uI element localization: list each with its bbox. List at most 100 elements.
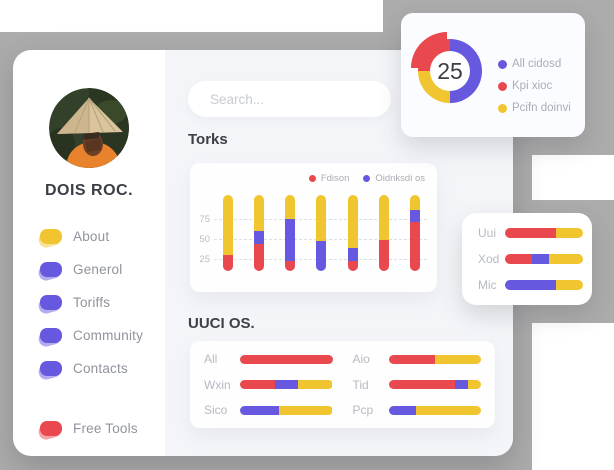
bar-row-aio: Aio	[352, 352, 481, 366]
menu-blob-icon	[36, 261, 63, 282]
bar-segment-yellow	[298, 380, 333, 389]
bar-segment-purple	[347, 248, 358, 262]
uuci-column-left: All Wxin Sico	[204, 352, 333, 417]
sidebar-item-community[interactable]: Community	[36, 325, 165, 348]
legend-label: Oidnksdi os	[375, 173, 425, 184]
bar-segment-red	[505, 254, 532, 264]
sidebar-item-label: About	[73, 228, 110, 244]
bar-segment-yellow	[416, 405, 481, 415]
legend-label: Pcifn doinvi	[512, 102, 571, 114]
bar-segment-purple	[388, 405, 417, 415]
bar-segment-red	[254, 243, 265, 271]
bar-segment-purple	[505, 280, 557, 290]
legend-dot	[498, 59, 507, 69]
torks-legend: Fdison Oidnksdi os	[308, 173, 425, 184]
torks-section-title: Torks	[188, 131, 228, 148]
bar-row-label: Pcp	[352, 403, 374, 417]
bar-row-label: Xod	[478, 252, 500, 266]
bar-segment-yellow	[549, 254, 583, 264]
bar-row-label: Tid	[352, 377, 369, 392]
torks-bar-6	[378, 195, 389, 271]
bar-segment-red	[223, 255, 233, 271]
bar-row-wxin: Wxin	[204, 378, 333, 392]
sidebar-item-contacts[interactable]: Contacts	[36, 358, 165, 381]
bar-segment-purple	[254, 231, 265, 244]
search-bar	[188, 81, 391, 117]
bar-row-label: All	[204, 352, 218, 366]
bar-segment-red	[388, 354, 435, 364]
bar-row-sico: Sico	[204, 403, 333, 417]
sidebar-item-toriffs[interactable]: Toriffs	[36, 292, 165, 315]
bar-segment-yellow	[278, 405, 333, 415]
bar-segment-red	[388, 380, 456, 389]
bar-row-label: Wxin	[204, 377, 231, 392]
stacked-hbar	[388, 405, 481, 415]
y-axis-tick: 25	[199, 254, 210, 265]
donut-center-value: 25	[430, 51, 470, 91]
stacked-hbar	[505, 228, 583, 238]
legend-dot	[498, 81, 507, 91]
uuci-chart-card: All Wxin Sico Aio Tid Pcp	[190, 341, 495, 428]
bar-segment-yellow	[254, 195, 265, 232]
bar-row-label: Uui	[478, 226, 497, 240]
torks-bars	[223, 195, 420, 271]
bar-segment-purple	[531, 254, 550, 264]
torks-bar-5	[347, 195, 358, 271]
bar-segment-yellow	[378, 195, 389, 240]
bar-segment-yellow	[223, 195, 233, 256]
uuci-section-title: UUCI OS.	[188, 315, 255, 332]
stacked-hbar	[505, 280, 583, 290]
sidebar-item-generol[interactable]: Generol	[36, 259, 165, 282]
avatar	[49, 88, 129, 168]
menu-blob-icon	[36, 360, 63, 381]
bar-segment-red	[240, 380, 276, 389]
legend-item: Pcifn doinvi	[498, 102, 571, 114]
sidebar-item-label: Free Tools	[73, 420, 138, 436]
bar-segment-yellow	[316, 195, 327, 241]
bar-segment-purple	[285, 218, 296, 262]
torks-bar-3	[285, 195, 296, 271]
profile-name: DOIS ROC.	[44, 182, 134, 199]
sidebar: DOIS ROC. About Generol Toriffs Community Co…	[13, 50, 165, 456]
bar-row-uui: Uui	[478, 226, 583, 240]
bar-segment-red	[409, 222, 420, 271]
stacked-hbar	[240, 380, 333, 389]
bar-row-label: Mic	[478, 278, 497, 292]
bar-row-tid: Tid	[353, 378, 482, 392]
kpi-donut-card: 25 All cidosd Kpi xioc Pcifn doinvi	[401, 13, 585, 137]
legend-label: Kpi xioc	[512, 80, 553, 92]
bar-segment-yellow	[556, 280, 583, 290]
menu-blob-icon	[36, 327, 63, 348]
torks-bar-1	[223, 195, 233, 271]
bar-row-label: Sico	[204, 403, 228, 417]
bar-segment-purple	[409, 210, 420, 223]
stacked-hbar	[388, 380, 482, 389]
bar-segment-purple	[455, 380, 469, 389]
torks-bar-7	[409, 195, 420, 271]
bar-segment-yellow	[285, 195, 296, 219]
search-input[interactable]	[188, 91, 391, 107]
legend-item: Kpi xioc	[498, 80, 571, 92]
dashboard-card: DOIS ROC. About Generol Toriffs Community Co…	[13, 50, 513, 456]
legend-label: Fdison	[320, 173, 350, 184]
torks-chart-card: Fdison Oidnksdi os 75 50 25	[190, 163, 437, 292]
bar-segment-purple	[240, 405, 279, 415]
bar-row-all: All	[204, 352, 333, 366]
mini-bars-card: Uui Xod Mic	[462, 213, 592, 305]
sidebar-item-free-tools[interactable]: Free Tools	[36, 418, 165, 441]
sidebar-item-label: Toriffs	[73, 294, 111, 310]
menu-blob-icon	[36, 420, 63, 441]
sidebar-footer: Free Tools	[13, 418, 165, 441]
sidebar-item-label: Contacts	[73, 360, 128, 376]
bar-segment-red	[378, 239, 389, 271]
stacked-hbar	[388, 354, 481, 364]
legend-item: Fdison	[308, 173, 350, 184]
legend-dot	[498, 103, 507, 113]
background-white-notch	[532, 155, 614, 200]
bar-segment-red	[240, 354, 333, 364]
sidebar-item-about[interactable]: About	[36, 226, 165, 249]
sidebar-item-label: Generol	[73, 261, 123, 277]
legend-item: Oidnksdi os	[363, 173, 425, 184]
bar-row-label: Aio	[352, 352, 370, 366]
